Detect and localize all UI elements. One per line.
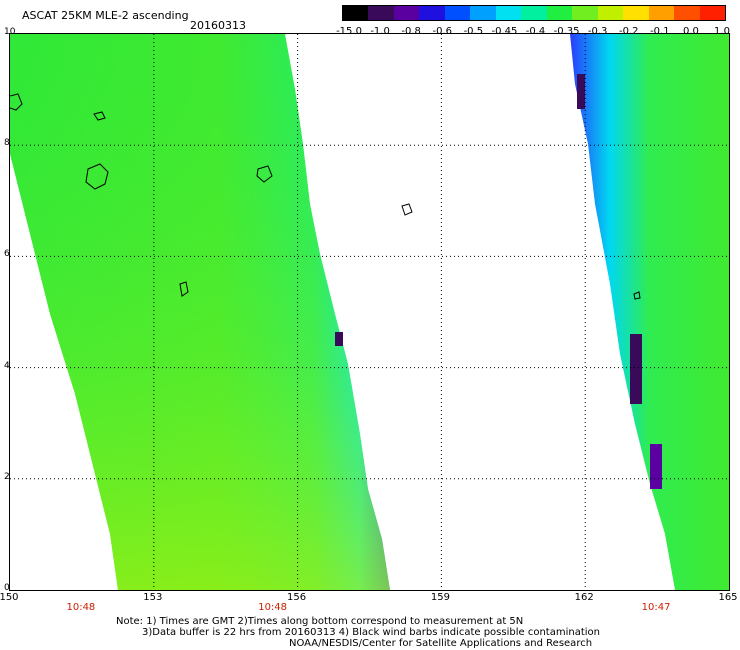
x-axis-label: 159 (430, 592, 450, 603)
colorbar-segment (521, 6, 547, 20)
y-axis-label: 0 (4, 583, 10, 593)
note-line-3: NOAA/NESDIS/Center for Satellite Applica… (289, 638, 593, 649)
colorbar-label: -0.8 (401, 26, 421, 37)
product-date: 20160313 (190, 19, 246, 32)
colorbar-segment (572, 6, 598, 20)
colorbar-segment (546, 6, 573, 20)
pass-time-label: 10:48 (66, 602, 96, 613)
island-outline (179, 281, 189, 297)
y-axis-label: 4 (4, 360, 10, 371)
y-axis-label: 10 (4, 27, 16, 37)
colorbar-label: -0.1 (650, 26, 670, 37)
note-line-1: Note: 1) Times are GMT 2)Times along bot… (116, 616, 524, 627)
map-svg (10, 34, 729, 590)
colorbar-segment (597, 6, 624, 20)
pass-time-label: 10:48 (258, 602, 288, 613)
colorbar-label: -0.4 (525, 26, 546, 37)
left-swath-dark-patch (335, 332, 343, 346)
colorbar-label: -0.5 (463, 26, 484, 37)
colorbar-label: -0.2 (618, 26, 639, 37)
right-swath (570, 34, 729, 590)
colorbar-segment (419, 6, 445, 20)
colorbar-segment (470, 6, 496, 20)
colorbar-labels: -15.0 -1.0 -0.8 -0.6 -0.5 -0.45 -0.4 -0.35 -0.3-… (330, 26, 740, 38)
y-axis-label: 2 (4, 471, 10, 482)
colorbar-segment (444, 6, 471, 20)
island-outline (633, 291, 641, 300)
colorbar-label: -0.6 (432, 26, 453, 37)
right-swath-dark-band (650, 444, 662, 489)
colorbar-label: -0.35 (553, 26, 580, 37)
colorbar-segment (623, 6, 649, 20)
colorbar-label: -0.3 (587, 26, 608, 37)
right-swath-dark-band (630, 334, 642, 404)
island-outline (256, 165, 273, 183)
y-axis-label: 8 (4, 138, 10, 149)
island-outline (85, 163, 109, 190)
colorbar (342, 5, 726, 21)
swaths-layer (10, 34, 729, 590)
x-axis-label: 165 (718, 592, 738, 603)
island-outline (401, 203, 413, 216)
pass-time-label: 10:47 (641, 602, 671, 613)
x-axis-label: 162 (574, 592, 594, 603)
island-outlines (10, 93, 641, 300)
note-line-2: 3)Data buffer is 22 hrs from 20160313 4)… (142, 627, 600, 638)
x-axis-label: 153 (143, 592, 163, 603)
colorbar-segment (674, 6, 700, 20)
map-plot (9, 33, 730, 591)
right-swath-dark-band (577, 74, 585, 109)
island-outline (10, 93, 23, 111)
colorbar-label: 0.0 (682, 26, 699, 37)
colorbar-label: -1.0 (370, 26, 390, 37)
x-axis-label: 150 (0, 592, 19, 603)
colorbar-segment (699, 6, 726, 20)
colorbar-segment (495, 6, 522, 20)
y-axis-label: 6 (4, 249, 10, 260)
colorbar-label: 1.0 (714, 26, 730, 37)
colorbar-segment (648, 6, 675, 20)
product-title: ASCAT 25KM MLE-2 ascending (22, 9, 189, 22)
left-swath-yellow-tint (10, 34, 390, 590)
x-axis-label: 156 (287, 592, 307, 603)
grid-lines (10, 34, 729, 590)
colorbar-segment (393, 6, 420, 20)
colorbar-segment (343, 6, 369, 20)
colorbar-label: -0.45 (491, 26, 518, 37)
colorbar-label: -15.0 (336, 26, 362, 37)
colorbar-segment (368, 6, 394, 20)
island-outline (93, 111, 106, 121)
